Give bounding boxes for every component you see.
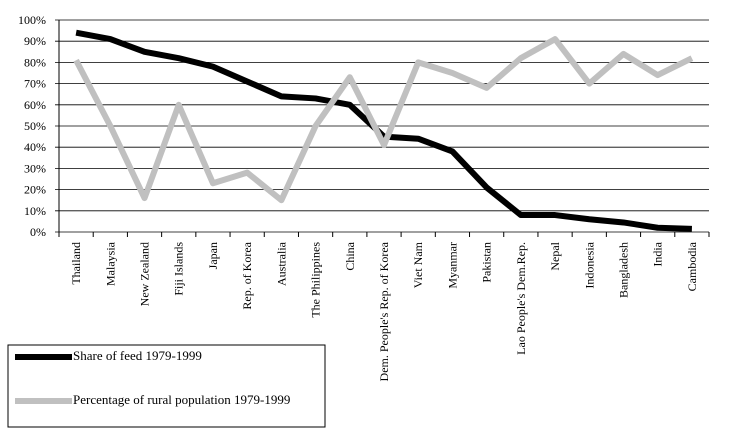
legend-label: Share of feed 1979-1999 — [73, 348, 202, 363]
x-tick-label: Malaysia — [103, 241, 117, 286]
x-tick-label: Bangladesh — [616, 242, 630, 298]
y-tick-label: 60% — [24, 98, 46, 112]
y-tick-label: 70% — [24, 77, 46, 91]
y-tick-label: 80% — [24, 55, 46, 69]
legend-label-box: Percentage of rural population 1979-1999 — [73, 392, 291, 407]
x-tick-label: Cambodia — [685, 241, 699, 291]
legend-label: Percentage of rural population 1979-1999 — [73, 392, 291, 407]
x-tick-label: Viet Nam — [411, 241, 425, 288]
x-tick-label: Fiji Islands — [172, 242, 186, 296]
y-tick-label: 100% — [18, 13, 46, 27]
series-line — [73, 36, 694, 204]
x-tick-label: The Philippines — [309, 242, 323, 318]
x-tick-label: New Zealand — [138, 242, 152, 306]
x-tick-label: Indonesia — [582, 241, 596, 288]
y-tick-label: 10% — [24, 204, 46, 218]
x-tick-label: Rep. of Korea — [240, 241, 254, 309]
y-tick-label: 90% — [24, 34, 46, 48]
y-tick-label: 40% — [24, 140, 46, 154]
x-tick-label: Myanmar — [445, 242, 459, 289]
x-tick-label: Japan — [206, 242, 220, 269]
y-tick-label: 20% — [24, 183, 46, 197]
y-tick-label: 0% — [30, 225, 46, 239]
legend-label-box: Share of feed 1979-1999 — [73, 348, 202, 363]
y-tick-label: 50% — [24, 119, 46, 133]
x-tick-label: Lao People's Dem.Rep. — [514, 242, 528, 355]
x-tick-label: Australia — [274, 241, 288, 286]
y-tick-label: 30% — [24, 161, 46, 175]
x-tick-label: India — [651, 241, 665, 266]
x-tick-label: Pakistan — [480, 242, 494, 283]
x-tick-label: Thailand — [69, 242, 83, 285]
series-line — [75, 29, 692, 232]
x-tick-label: China — [343, 241, 357, 270]
x-tick-label: Dem. People's Rep. of Korea — [377, 241, 391, 381]
x-tick-label: Nepal — [548, 241, 562, 270]
